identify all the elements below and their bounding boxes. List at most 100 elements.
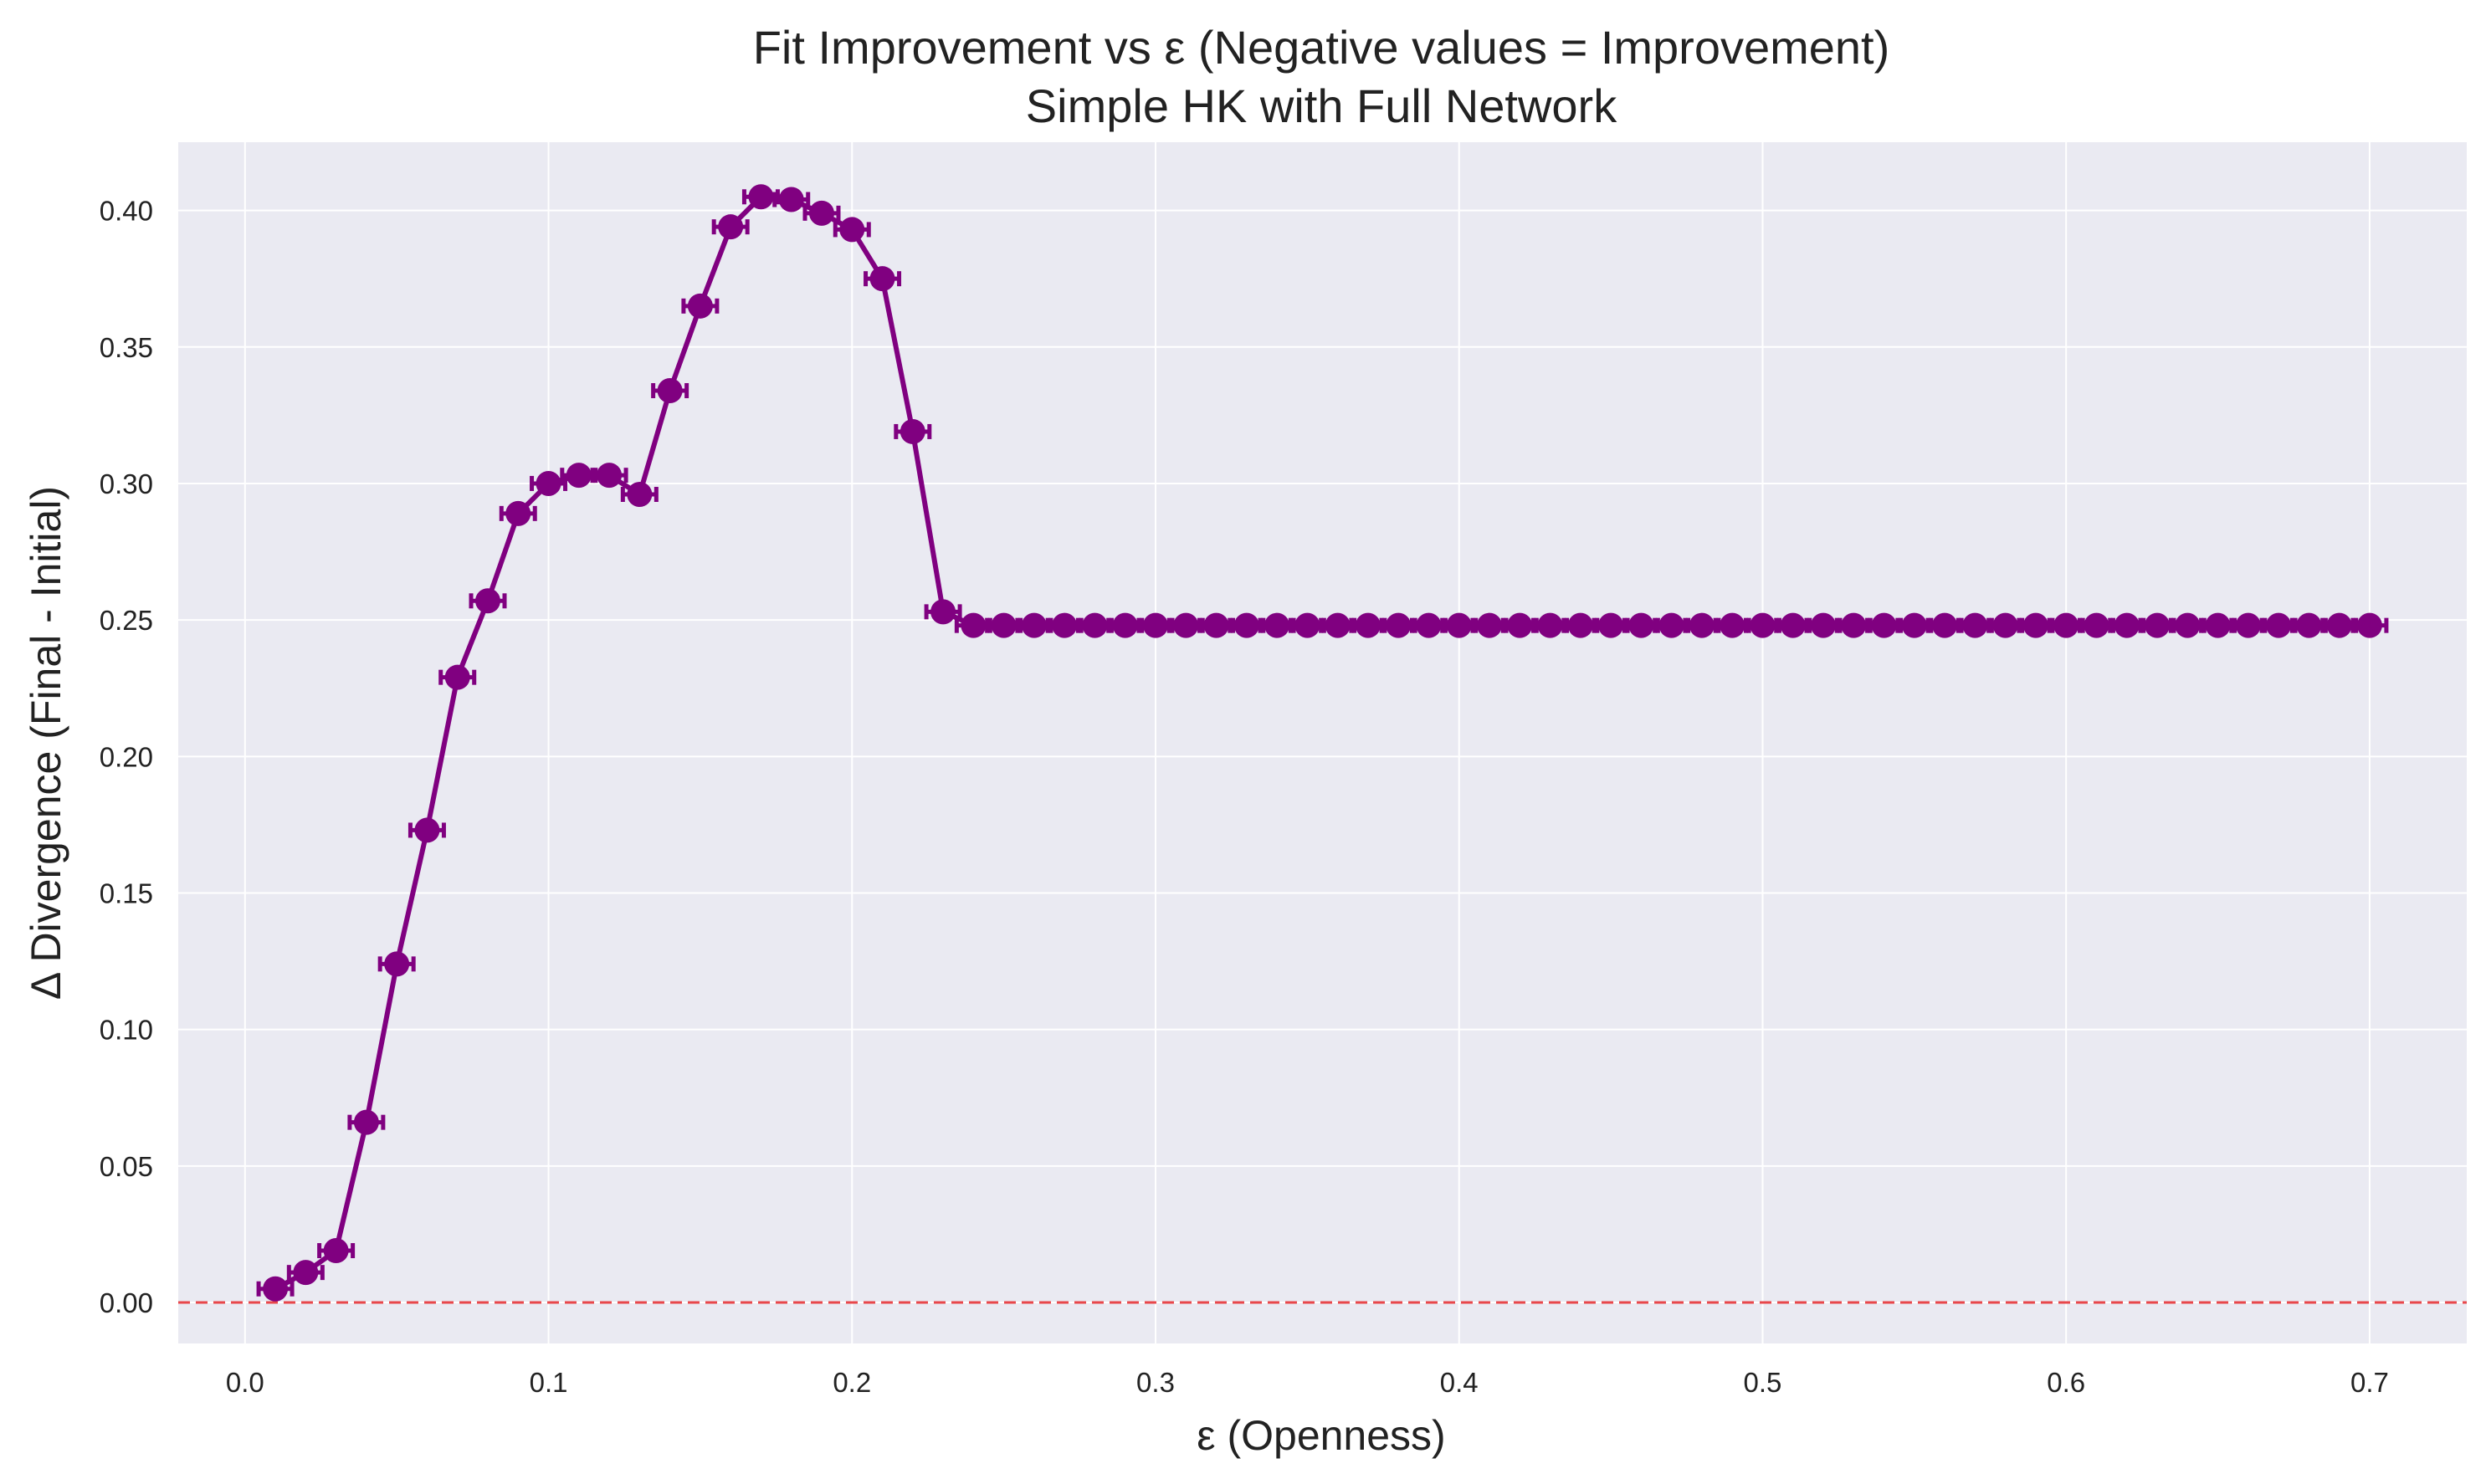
data-point <box>407 817 446 843</box>
point-marker <box>900 418 925 444</box>
data-point <box>560 463 598 489</box>
point-marker <box>1052 612 1078 638</box>
data-point <box>347 1109 386 1135</box>
point-marker <box>930 599 956 625</box>
point-marker <box>323 1238 349 1264</box>
data-point <box>1136 612 1175 638</box>
point-marker <box>1112 612 1138 638</box>
chart-title: Fit Improvement vs ε (Negative values = … <box>753 21 1890 74</box>
data-point <box>1531 612 1570 638</box>
y-axis-label: Δ Divergence (Final - Initial) <box>23 486 69 1000</box>
x-tick-label: 0.0 <box>226 1367 264 1398</box>
x-tick-label: 0.3 <box>1136 1367 1175 1398</box>
data-point <box>1288 612 1326 638</box>
data-point <box>1592 612 1630 638</box>
point-marker <box>263 1276 289 1302</box>
point-marker <box>2084 612 2109 638</box>
point-marker <box>869 266 895 292</box>
point-marker <box>1932 612 1958 638</box>
point-marker <box>1294 612 1320 638</box>
point-marker <box>1811 612 1837 638</box>
data-point <box>741 184 780 210</box>
data-point <box>2289 612 2328 638</box>
data-point <box>1653 612 1691 638</box>
data-point <box>802 200 841 226</box>
data-point <box>317 1238 356 1264</box>
point-marker <box>1082 612 1108 638</box>
point-marker <box>505 500 531 526</box>
data-point <box>590 463 628 489</box>
point-marker <box>1021 612 1047 638</box>
point-marker <box>1871 612 1897 638</box>
point-marker <box>2235 612 2261 638</box>
data-point <box>1834 612 1873 638</box>
point-marker <box>353 1109 379 1135</box>
point-marker <box>597 463 623 489</box>
point-marker <box>1355 612 1381 638</box>
data-point <box>1470 612 1509 638</box>
y-tick-labels: 0.00 0.05 0.10 0.15 0.20 0.25 0.30 0.35 0.40 <box>100 196 153 1318</box>
y-tick-label: 0.20 <box>100 741 153 772</box>
point-marker <box>1567 612 1593 638</box>
data-point <box>256 1276 295 1302</box>
data-point <box>1804 612 1843 638</box>
point-marker <box>536 470 561 496</box>
data-point <box>1228 612 1266 638</box>
x-tick-label: 0.7 <box>2350 1367 2389 1398</box>
data-point <box>1986 612 2025 638</box>
data-point <box>1258 612 1296 638</box>
point-marker <box>1689 612 1715 638</box>
point-marker <box>1386 612 1412 638</box>
point-marker <box>2266 612 2292 638</box>
point-marker <box>748 184 774 210</box>
data-point <box>2259 612 2298 638</box>
data-point <box>1440 612 1479 638</box>
x-tick-label: 0.4 <box>1440 1367 1479 1398</box>
data-point <box>469 588 507 614</box>
data-point <box>1166 612 1205 638</box>
data-point <box>438 664 477 690</box>
data-point <box>894 418 932 444</box>
point-marker <box>2022 612 2048 638</box>
data-point <box>1106 612 1145 638</box>
point-marker <box>778 187 804 212</box>
point-marker <box>2114 612 2140 638</box>
point-marker <box>961 612 987 638</box>
point-marker <box>808 200 834 226</box>
data-point <box>772 187 811 212</box>
data-point <box>651 377 689 403</box>
point-marker <box>627 482 653 508</box>
data-point <box>1561 612 1600 638</box>
point-marker <box>1658 612 1684 638</box>
y-tick-label: 0.15 <box>100 878 153 909</box>
data-point <box>499 500 537 526</box>
point-marker <box>2326 612 2352 638</box>
series-group <box>256 184 2389 1302</box>
x-tick-label: 0.2 <box>833 1367 871 1398</box>
point-marker <box>1325 612 1351 638</box>
point-marker <box>657 377 683 403</box>
data-point <box>2229 612 2268 638</box>
point-marker <box>2205 612 2231 638</box>
point-marker <box>1780 612 1806 638</box>
point-marker <box>474 588 500 614</box>
data-point <box>681 293 720 319</box>
point-marker <box>1507 612 1533 638</box>
x-tick-labels: 0.0 0.1 0.2 0.3 0.4 0.5 0.6 0.7 <box>226 1367 2389 1398</box>
point-marker <box>1477 612 1503 638</box>
data-point <box>2108 612 2146 638</box>
y-tick-label: 0.00 <box>100 1287 153 1318</box>
point-marker <box>293 1260 319 1286</box>
point-marker <box>1750 612 1776 638</box>
point-marker <box>1841 612 1867 638</box>
x-tick-label: 0.1 <box>530 1367 568 1398</box>
point-marker <box>2356 612 2382 638</box>
data-point <box>1865 612 1904 638</box>
data-point <box>620 482 659 508</box>
x-tick-label: 0.6 <box>2047 1367 2085 1398</box>
y-tick-label: 0.25 <box>100 605 153 636</box>
data-point <box>1713 612 1751 638</box>
data-point <box>530 470 568 496</box>
data-point <box>1774 612 1812 638</box>
